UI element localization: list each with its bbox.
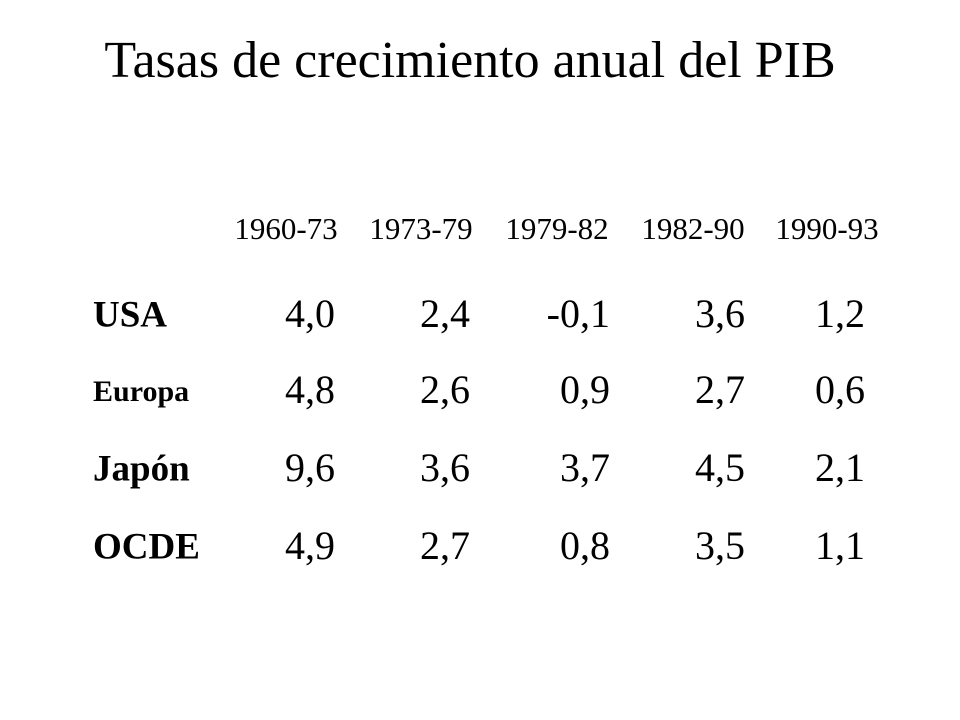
table-cell: 1,1 [815,523,865,568]
table-cell: -0,1 [547,291,610,336]
table-cell: 4,9 [285,523,335,568]
table-cell: 0,9 [560,367,610,412]
table-cell: 3,5 [695,523,745,568]
column-header: 1979-82 [505,211,608,246]
table-cell: 0,8 [560,523,610,568]
slide-title: Tasas de crecimiento anual del PIB [104,32,836,89]
row-label: Japón [93,448,190,489]
table-cell: 0,6 [815,367,865,412]
row-label: OCDE [93,526,200,567]
table-cell: 3,6 [420,445,470,490]
table-cell: 2,1 [815,445,865,490]
table-cell: 4,0 [285,291,335,336]
table-cell: 3,7 [560,445,610,490]
table-cell: 2,4 [420,291,470,336]
column-header: 1990-93 [775,211,878,246]
table-cell: 2,7 [695,367,745,412]
table-cell: 9,6 [285,445,335,490]
column-header: 1982-90 [641,211,744,246]
column-header: 1960-73 [234,211,337,246]
column-header: 1973-79 [369,211,472,246]
table-cell: 1,2 [815,291,865,336]
table-cell: 4,8 [285,367,335,412]
table-cell: 4,5 [695,445,745,490]
table-cell: 2,6 [420,367,470,412]
row-label: USA [93,294,167,335]
table-cell: 3,6 [695,291,745,336]
row-label: Europa [93,375,189,408]
table-cell: 2,7 [420,523,470,568]
